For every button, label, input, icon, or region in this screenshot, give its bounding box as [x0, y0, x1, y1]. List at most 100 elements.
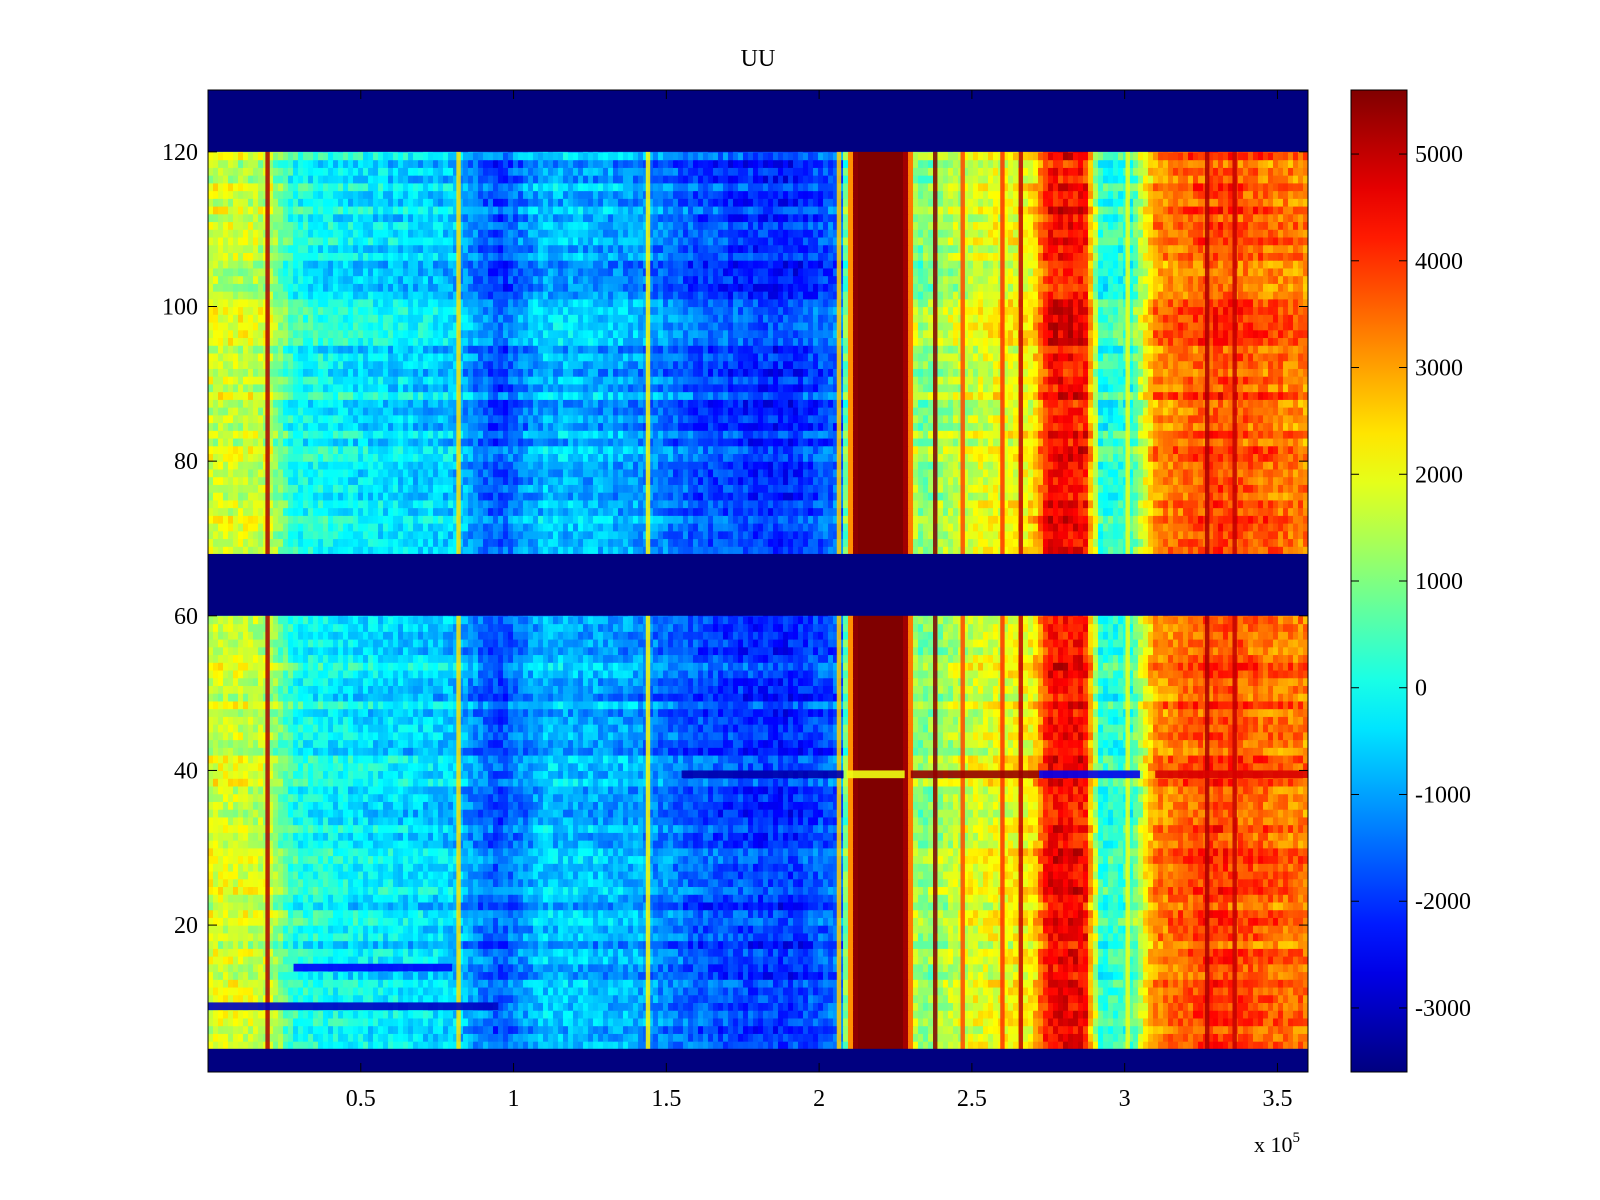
heatmap-cell	[848, 894, 854, 903]
heatmap-cell	[1098, 940, 1104, 949]
heatmap-cell	[598, 971, 604, 980]
heatmap-cell	[923, 979, 929, 988]
heatmap-cell	[373, 1017, 379, 1027]
heatmap-cell	[558, 932, 564, 942]
heatmap-cell	[453, 909, 459, 918]
heatmap-cell	[883, 948, 889, 957]
heatmap-cell	[313, 894, 319, 903]
heatmap-cell	[428, 894, 434, 903]
heatmap-cell	[1263, 979, 1269, 988]
heatmap-cell	[553, 894, 559, 903]
heatmap-cell	[1023, 948, 1029, 957]
heatmap-cell	[983, 994, 989, 1004]
heatmap-cell	[393, 894, 399, 903]
heatmap-cell	[1003, 1010, 1009, 1019]
heatmap-cell	[808, 1041, 814, 1050]
heatmap-cell	[348, 1025, 354, 1034]
heatmap-cell	[768, 901, 774, 911]
heatmap-cell	[208, 894, 214, 903]
heatmap-cell	[773, 917, 779, 926]
heatmap-cell	[1003, 971, 1009, 980]
heatmap-cell	[1178, 901, 1184, 911]
heatmap-cell	[903, 979, 909, 988]
heatmap-cell	[888, 1025, 894, 1034]
heatmap-cell	[258, 1010, 264, 1019]
heatmap-cell	[1228, 986, 1234, 996]
heatmap-cell	[948, 1002, 954, 1011]
heatmap-cell	[1098, 901, 1104, 911]
heatmap-cell	[1298, 1041, 1304, 1050]
heatmap-cell	[328, 948, 334, 957]
heatmap-cell	[368, 956, 374, 965]
heatmap-cell	[658, 979, 664, 988]
heatmap-cell	[833, 1010, 839, 1019]
heatmap-cell	[498, 1010, 504, 1019]
heatmap-cell	[743, 901, 749, 911]
heatmap-cell	[1263, 948, 1269, 957]
heatmap-cell	[783, 901, 789, 911]
heatmap-cell	[1248, 901, 1254, 911]
heatmap-cell	[663, 1010, 669, 1019]
heatmap-cell	[448, 909, 454, 918]
heatmap-cell	[303, 956, 309, 965]
heatmap-cell	[868, 963, 874, 973]
heatmap-cell	[313, 956, 319, 965]
heatmap-cell	[873, 1041, 879, 1050]
heatmap-cell	[653, 917, 659, 926]
heatmap-cell	[1238, 994, 1244, 1004]
heatmap-cell	[753, 901, 759, 911]
heatmap-cell	[723, 994, 729, 1004]
heatmap-cell	[1048, 986, 1054, 996]
heatmap-cell	[898, 1033, 904, 1042]
heatmap-cell	[483, 956, 489, 965]
heatmap-cell	[398, 1025, 404, 1034]
heatmap-cell	[668, 1017, 674, 1027]
heatmap-cell	[883, 1041, 889, 1050]
heatmap-cell	[753, 1041, 759, 1050]
heatmap-cell	[1088, 940, 1094, 949]
heatmap-cell	[743, 909, 749, 918]
heatmap-cell	[623, 971, 629, 980]
heatmap-cell	[748, 994, 754, 1004]
heatmap-cell	[523, 986, 529, 996]
heatmap-cell	[458, 901, 464, 911]
heatmap-cell	[793, 1033, 799, 1042]
heatmap-cell	[1143, 1017, 1149, 1027]
heatmap-cell	[1013, 1025, 1019, 1034]
heatmap-cell	[518, 909, 524, 918]
heatmap-cell	[878, 971, 884, 980]
heatmap-cell	[603, 971, 609, 980]
heatmap-cell	[468, 948, 474, 957]
heatmap-cell	[943, 1002, 949, 1011]
heatmap-cell	[1113, 963, 1119, 973]
heatmap-cell	[963, 909, 969, 918]
heatmap-cell	[1248, 971, 1254, 980]
heatmap-cell	[538, 971, 544, 980]
heatmap-cell	[1163, 1033, 1169, 1042]
heatmap-cell	[1078, 979, 1084, 988]
heatmap-cell	[273, 948, 279, 957]
heatmap-cell	[603, 994, 609, 1004]
heatmap-cell	[1208, 1002, 1214, 1011]
heatmap-cell	[543, 979, 549, 988]
heatmap-cell	[638, 994, 644, 1004]
heatmap-cell	[248, 901, 254, 911]
heatmap-cell	[1163, 956, 1169, 965]
heatmap-cell	[213, 917, 219, 926]
heatmap-cell	[783, 956, 789, 965]
heatmap-cell	[748, 925, 754, 934]
heatmap-cell	[333, 1033, 339, 1042]
heatmap-cell	[693, 1017, 699, 1027]
heatmap-cell	[1198, 971, 1204, 980]
heatmap-cell	[1223, 1002, 1229, 1011]
heatmap-cell	[1003, 1025, 1009, 1034]
heatmap-cell	[1278, 901, 1284, 911]
heatmap-cell	[633, 1010, 639, 1019]
heatmap-cell	[943, 894, 949, 903]
heatmap-cell	[373, 1033, 379, 1042]
heatmap-cell	[248, 940, 254, 949]
heatmap-cell	[898, 979, 904, 988]
heatmap-cell	[258, 963, 264, 973]
heatmap-cell	[403, 1010, 409, 1019]
heatmap-cell	[1258, 1041, 1264, 1050]
